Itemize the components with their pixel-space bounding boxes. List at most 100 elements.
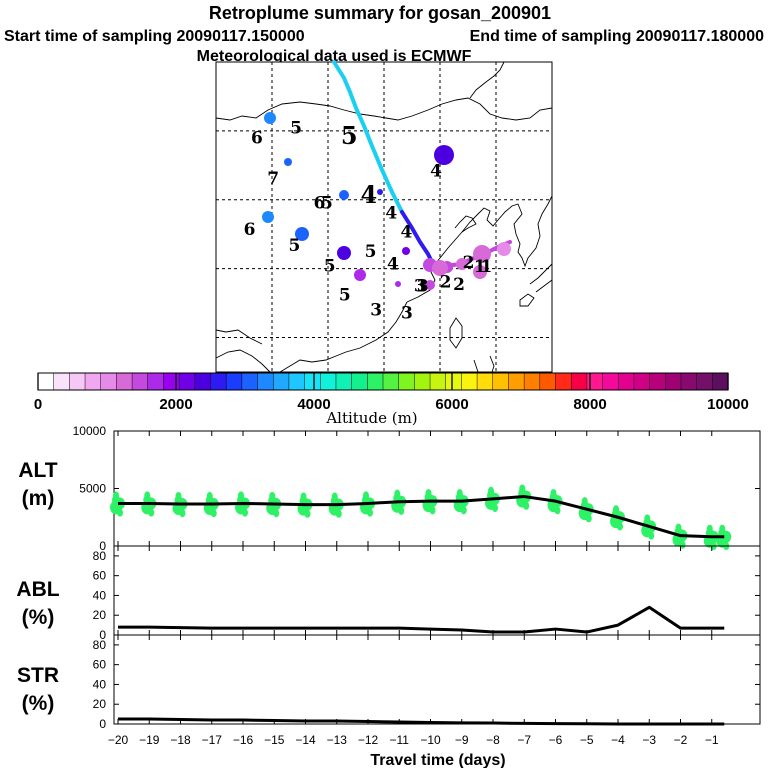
altitude-frame	[113, 430, 761, 547]
x-tick-label: −10	[420, 733, 441, 747]
day-label: 2	[463, 253, 475, 273]
start-time-label: Start time of sampling 20090117.150000	[4, 28, 305, 45]
colorbar-cell	[477, 373, 494, 390]
day-label: 3	[417, 276, 429, 296]
trajectory-marker	[425, 280, 435, 290]
y-tick-label: 20	[93, 697, 107, 711]
y-tick-label: 40	[93, 588, 107, 602]
abl-mean-line	[118, 605, 725, 634]
day-label: 6	[314, 194, 326, 214]
altitude-point	[300, 492, 307, 501]
day-label: 5	[365, 242, 377, 262]
x-tick-label: −16	[233, 733, 254, 747]
trajectory-marker	[295, 227, 309, 241]
trajectory-marker	[456, 258, 468, 270]
day-label: 4	[430, 161, 442, 181]
colorbar-cell	[602, 373, 619, 390]
map-coastlines	[215, 61, 553, 373]
x-tick-label: −17	[202, 733, 223, 747]
colorbar-cell	[351, 373, 368, 390]
x-tick-label: −8	[486, 733, 500, 747]
day-label: 3	[414, 276, 426, 296]
day-label: 5	[324, 256, 336, 276]
coastline-japan	[519, 263, 553, 307]
x-tick-label: −3	[642, 733, 656, 747]
colorbar-cell	[414, 373, 431, 390]
altitude-point	[148, 508, 155, 517]
colorbar-cell	[320, 373, 337, 390]
day-label: 4	[387, 254, 399, 274]
colorbar-cell	[132, 373, 149, 390]
x-tick-label: −14	[295, 733, 316, 747]
colorbar-tick-label: 2000	[159, 396, 192, 413]
colorbar-cell	[696, 373, 713, 390]
colorbar-tick-label: 6000	[435, 396, 468, 413]
colorbar-cell	[69, 373, 86, 390]
trajectory-marker	[262, 211, 274, 223]
altitude-point	[550, 489, 557, 498]
abl-ylabel: ABL	[16, 578, 59, 601]
altitude-point	[675, 523, 682, 532]
colorbar-cell	[335, 373, 353, 390]
day-label: 1	[474, 257, 486, 277]
altitude-point	[242, 508, 249, 517]
x-tick-label: −6	[549, 733, 563, 747]
altitude-point	[273, 509, 280, 518]
trajectory-marker	[264, 112, 276, 124]
altitude-point	[492, 504, 499, 513]
colorbar-cell	[508, 373, 525, 390]
colorbar-title: Altitude (m)	[325, 409, 417, 427]
altitude-point	[210, 509, 217, 518]
day-label: 5	[288, 236, 300, 256]
trajectory-marker	[395, 281, 401, 287]
colorbar-cell	[633, 373, 651, 390]
altitude-point	[363, 491, 370, 500]
str-panel: 0 20 40 60 80 STR (%)	[17, 634, 761, 731]
trajectory-marker	[497, 242, 511, 256]
day-label: 4	[361, 180, 378, 209]
colorbar-cell	[618, 373, 635, 390]
y-tick-label: 60	[93, 569, 107, 583]
altitude-panel: 0 5000 10000 ALT (m)	[18, 424, 761, 553]
altitude-point	[425, 489, 432, 498]
x-tick-label: −18	[170, 733, 191, 747]
altitude-point	[644, 514, 651, 523]
colorbar-cell	[445, 373, 463, 390]
colorbar-cell	[53, 373, 70, 390]
trajectory-marker	[354, 269, 366, 281]
colorbar-cell	[398, 373, 415, 390]
end-time-label: End time of sampling 20090117.180000	[470, 28, 764, 45]
x-tick-label: −19	[139, 733, 160, 747]
x-tick-label: −7	[517, 733, 531, 747]
day-label: 6	[251, 128, 263, 148]
altitude-scatter	[110, 484, 732, 550]
altitude-point	[398, 506, 405, 515]
str-frame	[113, 634, 761, 725]
abl-panel: 0 20 40 60 80 ABL (%)	[16, 545, 761, 642]
colorbar-tick-labels: 0 2000 4000 6000 8000 10000	[34, 373, 749, 413]
day-label: 5	[321, 194, 333, 214]
x-tick-label: −15	[264, 733, 285, 747]
colorbar-cell	[116, 373, 133, 390]
coastline-vietnam	[215, 349, 271, 373]
trajectory-marker	[434, 145, 454, 165]
altitude-point	[429, 506, 436, 515]
y-tick-label: 0	[99, 717, 106, 731]
colorbar-cell	[85, 373, 102, 390]
day-label: 6	[244, 220, 256, 240]
colorbar-cell	[179, 373, 196, 390]
altitude-point	[331, 492, 338, 501]
altitude-point	[304, 509, 311, 518]
day-label: 2	[440, 272, 452, 292]
colorbar-cell	[680, 373, 698, 390]
x-tick-label: −4	[611, 733, 625, 747]
colorbar-cell	[665, 373, 682, 390]
colorbar-tick-label: 0	[34, 396, 42, 413]
border-west	[215, 329, 263, 345]
colorbar-cell	[38, 373, 55, 390]
colorbar-cell	[539, 373, 557, 390]
trajectory-marker	[402, 247, 410, 255]
day-label: 5	[339, 285, 351, 305]
x-tick-label: −12	[358, 733, 379, 747]
